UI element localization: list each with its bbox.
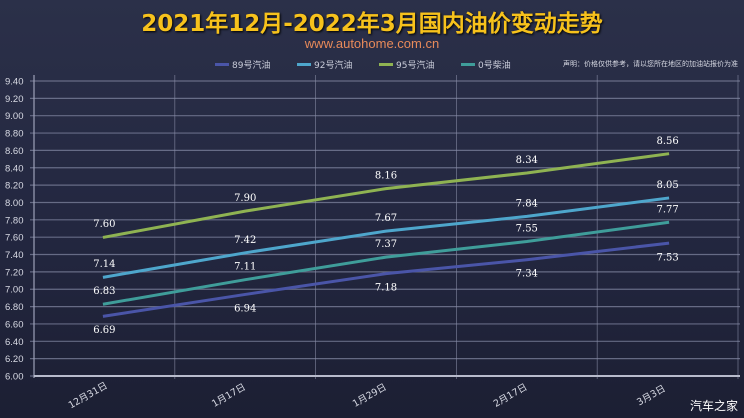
legend-label-95: 95号汽油 xyxy=(396,61,435,71)
data-label: 7.14 xyxy=(93,259,115,270)
x-tick-label: 2月17日 xyxy=(492,382,530,410)
data-label: 7.53 xyxy=(656,252,678,263)
data-label: 8.56 xyxy=(656,136,678,147)
data-label: 7.60 xyxy=(93,219,115,230)
data-label: 6.69 xyxy=(93,325,115,336)
data-label: 7.67 xyxy=(375,213,397,224)
data-label: 7.90 xyxy=(234,193,256,204)
data-label: 6.83 xyxy=(93,286,115,297)
x-tick-label: 1月29日 xyxy=(351,382,389,410)
chart-legend: 89号汽油 92号汽油 95号汽油 0号柴油 xyxy=(215,58,543,71)
y-tick-label: 6.60 xyxy=(5,319,24,330)
legend-item-diesel[interactable]: 0号柴油 xyxy=(461,58,543,71)
legend-swatch-95 xyxy=(379,63,393,66)
y-tick-label: 7.00 xyxy=(5,285,24,296)
y-tick-label: 8.80 xyxy=(5,129,24,140)
data-label: 8.05 xyxy=(656,180,678,191)
data-label: 7.37 xyxy=(375,239,397,250)
y-tick-label: 8.60 xyxy=(5,146,24,157)
y-tick-label: 6.40 xyxy=(5,337,24,348)
y-tick-label: 7.80 xyxy=(5,215,24,226)
data-label: 7.18 xyxy=(375,283,397,294)
series-line-1[interactable] xyxy=(102,196,670,279)
data-label: 8.34 xyxy=(516,155,538,166)
legend-swatch-diesel xyxy=(461,63,475,66)
legend-item-89[interactable]: 89号汽油 xyxy=(215,58,297,71)
legend-swatch-89 xyxy=(215,63,229,66)
data-label: 7.55 xyxy=(516,224,538,235)
y-tick-label: 9.00 xyxy=(5,111,24,122)
price-disclaimer: 声明：价格仅供参考，请以您所在地区的加油站报价为准 xyxy=(563,60,738,68)
y-tick-label: 6.80 xyxy=(5,302,24,313)
data-label: 7.34 xyxy=(516,269,538,280)
chart-title: 2021年12月-2022年3月国内油价变动走势 xyxy=(141,11,603,37)
y-tick-label: 8.40 xyxy=(5,163,24,174)
y-tick-label: 9.40 xyxy=(5,77,24,88)
legend-swatch-92 xyxy=(297,63,311,66)
data-label: 8.16 xyxy=(375,171,397,182)
watermark-logo: 汽车之家 xyxy=(689,399,738,413)
y-tick-label: 6.20 xyxy=(5,354,24,365)
legend-label-diesel: 0号柴油 xyxy=(478,61,511,71)
legend-item-95[interactable]: 95号汽油 xyxy=(379,58,461,71)
data-label: 7.11 xyxy=(234,262,256,273)
y-tick-label: 7.60 xyxy=(5,233,24,244)
data-label: 7.84 xyxy=(516,198,538,209)
series-line-0[interactable] xyxy=(102,241,670,318)
series-line-2[interactable] xyxy=(102,152,670,239)
series-line-3[interactable] xyxy=(102,220,670,306)
x-tick-label: 12月31日 xyxy=(67,380,110,411)
x-tick-label: 3月3日 xyxy=(635,383,667,408)
y-tick-label: 6.00 xyxy=(5,372,24,383)
legend-label-92: 92号汽油 xyxy=(314,61,353,71)
data-label: 7.42 xyxy=(234,235,256,246)
y-tick-label: 7.20 xyxy=(5,267,24,278)
y-tick-label: 8.20 xyxy=(5,181,24,192)
y-tick-label: 9.20 xyxy=(5,94,24,105)
chart-subtitle-url: www.autohome.com.cn xyxy=(304,36,440,51)
y-tick-label: 7.40 xyxy=(5,250,24,261)
legend-item-92[interactable]: 92号汽油 xyxy=(297,58,379,71)
y-tick-label: 8.00 xyxy=(5,198,24,209)
x-tick-label: 1月17日 xyxy=(210,382,248,410)
legend-label-89: 89号汽油 xyxy=(232,61,271,71)
data-label: 7.77 xyxy=(656,204,678,215)
data-label: 6.94 xyxy=(234,303,256,314)
